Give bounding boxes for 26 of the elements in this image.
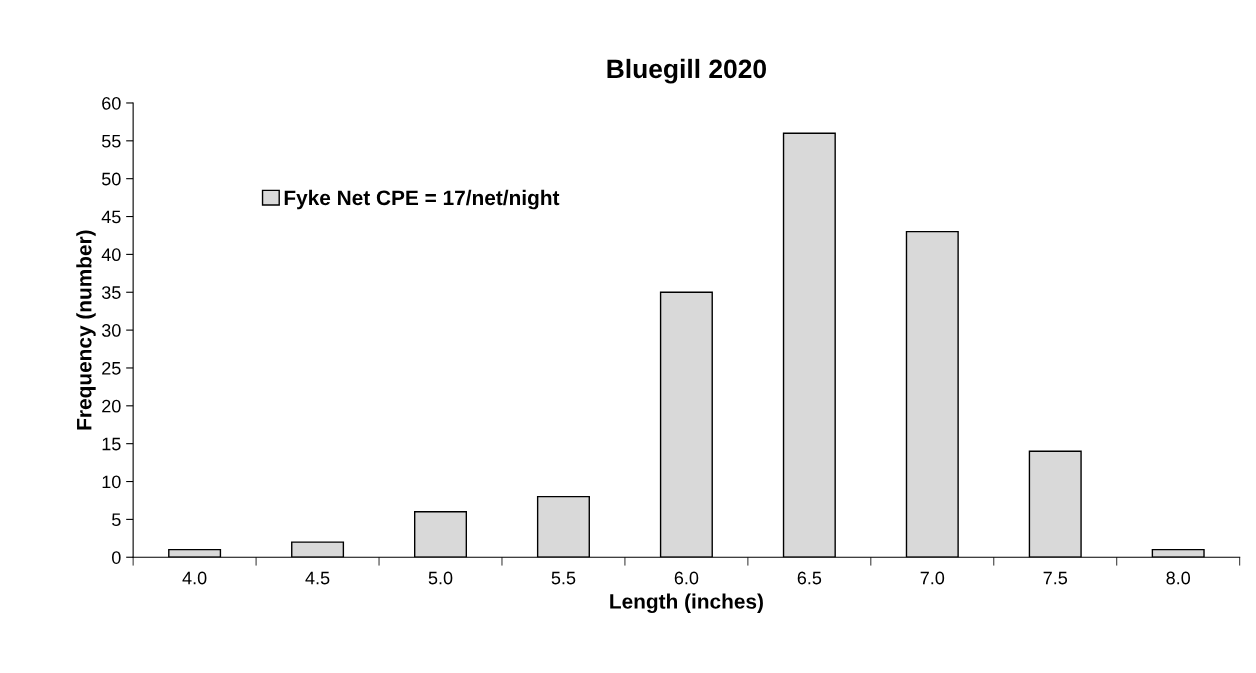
- legend-label: Fyke Net CPE = 17/net/night: [284, 189, 560, 210]
- y-axis-title: Frequency (number): [76, 230, 96, 430]
- x-tick-label: 5.0: [428, 571, 453, 585]
- y-tick-label: 45: [101, 210, 121, 224]
- x-axis-title: Length (inches): [610, 593, 763, 614]
- x-tick-label: 4.5: [305, 571, 330, 585]
- y-tick-label: 0: [112, 551, 121, 564]
- y-tick-label: 50: [101, 172, 121, 186]
- x-tick-label: 7.0: [920, 571, 945, 585]
- chart-title: Bluegill 2020: [607, 58, 766, 84]
- y-tick-label: 40: [101, 248, 121, 262]
- x-tick-label: 4.0: [182, 571, 207, 585]
- y-tick-label: 25: [102, 361, 121, 375]
- x-tick-label: 6.0: [674, 571, 699, 585]
- x-tick-label: 6.5: [797, 571, 822, 585]
- y-tick-label: 60: [102, 96, 121, 110]
- x-tick-label: 7.5: [1043, 571, 1068, 585]
- y-tick-label: 35: [101, 286, 121, 299]
- y-tick-label: 5: [112, 513, 121, 527]
- x-tick-label: 5.5: [551, 571, 576, 585]
- y-tick-label: 30: [101, 324, 121, 337]
- y-tick-label: 55: [101, 134, 121, 148]
- y-tick-label: 20: [102, 399, 121, 413]
- y-tick-label: 10: [102, 475, 121, 489]
- x-tick-label: 8.0: [1166, 571, 1191, 585]
- y-tick-label: 15: [102, 437, 121, 451]
